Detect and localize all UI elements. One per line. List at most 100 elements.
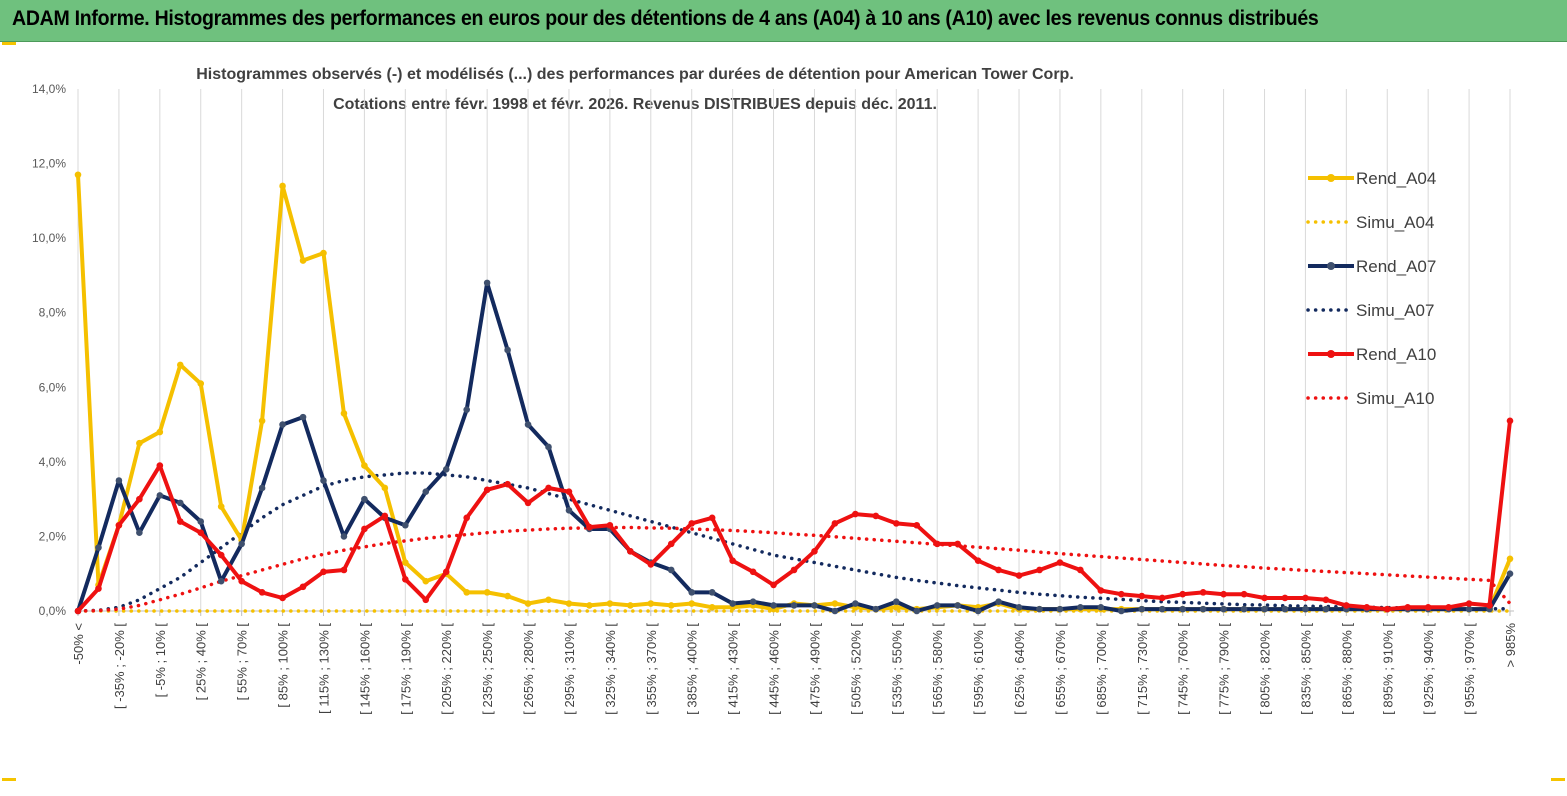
data-point <box>299 413 307 421</box>
data-point <box>422 577 430 585</box>
data-point <box>913 521 921 529</box>
data-point <box>524 421 532 428</box>
data-point <box>790 602 798 609</box>
y-tick-label: 6,0% <box>39 380 67 394</box>
data-point <box>340 566 348 574</box>
x-tick-label: [ 925% ; 940% [ <box>1421 623 1436 715</box>
legend-marker <box>1327 262 1335 270</box>
data-point <box>565 507 573 514</box>
x-tick-label: [ 235% ; 250% [ <box>480 623 495 715</box>
series-rend-a10 <box>74 417 1514 615</box>
x-tick-label: [ 535% ; 550% [ <box>889 623 904 715</box>
data-point <box>831 520 839 527</box>
x-tick-label: [ 145% ; 160% [ <box>357 623 372 715</box>
data-point <box>258 589 266 596</box>
data-point <box>1261 605 1268 613</box>
data-point <box>136 495 143 503</box>
data-point <box>1383 605 1391 613</box>
data-point <box>1281 605 1289 613</box>
data-point <box>422 596 430 604</box>
x-tick-label: [ 325% ; 340% [ <box>603 623 618 715</box>
legend-item-simu-a07: Simu_A07 <box>1306 301 1434 320</box>
data-point <box>320 249 327 257</box>
legend-item-rend-a07: Rend_A07 <box>1308 257 1436 276</box>
data-point <box>831 600 839 607</box>
x-tick-label: [ 715% ; 730% [ <box>1135 623 1150 715</box>
data-point <box>1322 605 1330 613</box>
data-point <box>483 589 491 596</box>
data-point <box>729 557 736 564</box>
data-point <box>483 486 491 494</box>
data-point <box>708 589 716 596</box>
x-axis: -50% < [ -35% ; -20% [[ -5% ; 10% [[ 25% … <box>71 611 1518 715</box>
series-line-rend-a04 <box>76 174 1512 612</box>
data-point <box>545 484 552 492</box>
data-point <box>1486 602 1493 609</box>
x-tick-label: [ 955% ; 970% [ <box>1462 623 1477 715</box>
series-layer <box>74 171 1514 615</box>
legend-item-simu-a04: Simu_A04 <box>1306 213 1434 232</box>
data-point <box>933 540 941 548</box>
data-point <box>197 518 205 525</box>
data-point <box>381 484 389 492</box>
x-tick-label: > 985% <box>1503 623 1518 668</box>
legend-label: Simu_A04 <box>1356 213 1434 232</box>
data-point <box>156 428 164 436</box>
data-point <box>831 607 839 615</box>
data-point <box>258 417 266 425</box>
data-point <box>565 488 573 495</box>
legend-label: Rend_A07 <box>1356 257 1436 276</box>
legend-item-simu-a10: Simu_A10 <box>1306 389 1434 408</box>
data-point <box>545 596 552 604</box>
x-tick-label: -50% < <box>71 623 86 665</box>
y-tick-label: 0,0% <box>39 604 67 618</box>
data-point <box>1322 596 1330 604</box>
x-tick-label: [ 445% ; 460% [ <box>767 623 782 715</box>
data-point <box>586 523 593 531</box>
data-point <box>442 466 450 473</box>
x-tick-label: [ 85% ; 100% [ <box>276 623 291 708</box>
data-point <box>463 589 470 596</box>
data-point <box>504 346 511 354</box>
data-point <box>136 439 143 447</box>
x-tick-label: [ 175% ; 190% [ <box>398 623 413 715</box>
data-point <box>1015 603 1023 611</box>
data-point <box>1465 600 1473 607</box>
x-tick-label: [ 295% ; 310% [ <box>562 623 577 715</box>
chart-subtitle: Cotations entre févr. 1998 et févr. 2026… <box>333 96 937 113</box>
data-point <box>463 406 470 413</box>
data-point <box>1036 605 1043 613</box>
data-point <box>1179 605 1186 613</box>
data-point <box>442 568 450 576</box>
data-point <box>483 279 491 287</box>
data-point <box>1199 589 1207 596</box>
x-tick-label: [ 805% ; 820% [ <box>1258 623 1273 715</box>
x-tick-label: [ 565% ; 580% [ <box>930 623 945 715</box>
legend-label: Simu_A07 <box>1356 301 1434 320</box>
data-point <box>156 492 164 499</box>
data-point <box>954 540 961 548</box>
data-point <box>402 521 409 529</box>
data-point <box>320 568 327 576</box>
x-tick-label: [ 745% ; 760% [ <box>1176 623 1191 715</box>
title-banner: ADAM Informe. Histogrammes des performan… <box>0 0 1567 42</box>
data-point <box>217 577 225 585</box>
data-point <box>1506 555 1514 563</box>
data-point <box>933 602 941 609</box>
data-point <box>1220 605 1227 613</box>
data-point <box>361 525 368 533</box>
data-point <box>504 592 511 600</box>
x-tick-label: [ 835% ; 850% [ <box>1298 623 1313 715</box>
legend-item-rend-a10: Rend_A10 <box>1308 345 1436 364</box>
data-point <box>1118 607 1125 615</box>
data-point <box>238 577 245 585</box>
data-point <box>1506 570 1514 578</box>
performance-histogram-chart: Histogrammes observés (-) et modélisés (… <box>32 66 1518 715</box>
data-point <box>524 499 532 507</box>
data-point <box>299 583 307 591</box>
data-point <box>1077 566 1084 574</box>
data-point <box>1261 594 1268 602</box>
data-point <box>667 602 675 609</box>
data-point <box>115 477 123 484</box>
data-point <box>749 598 757 605</box>
